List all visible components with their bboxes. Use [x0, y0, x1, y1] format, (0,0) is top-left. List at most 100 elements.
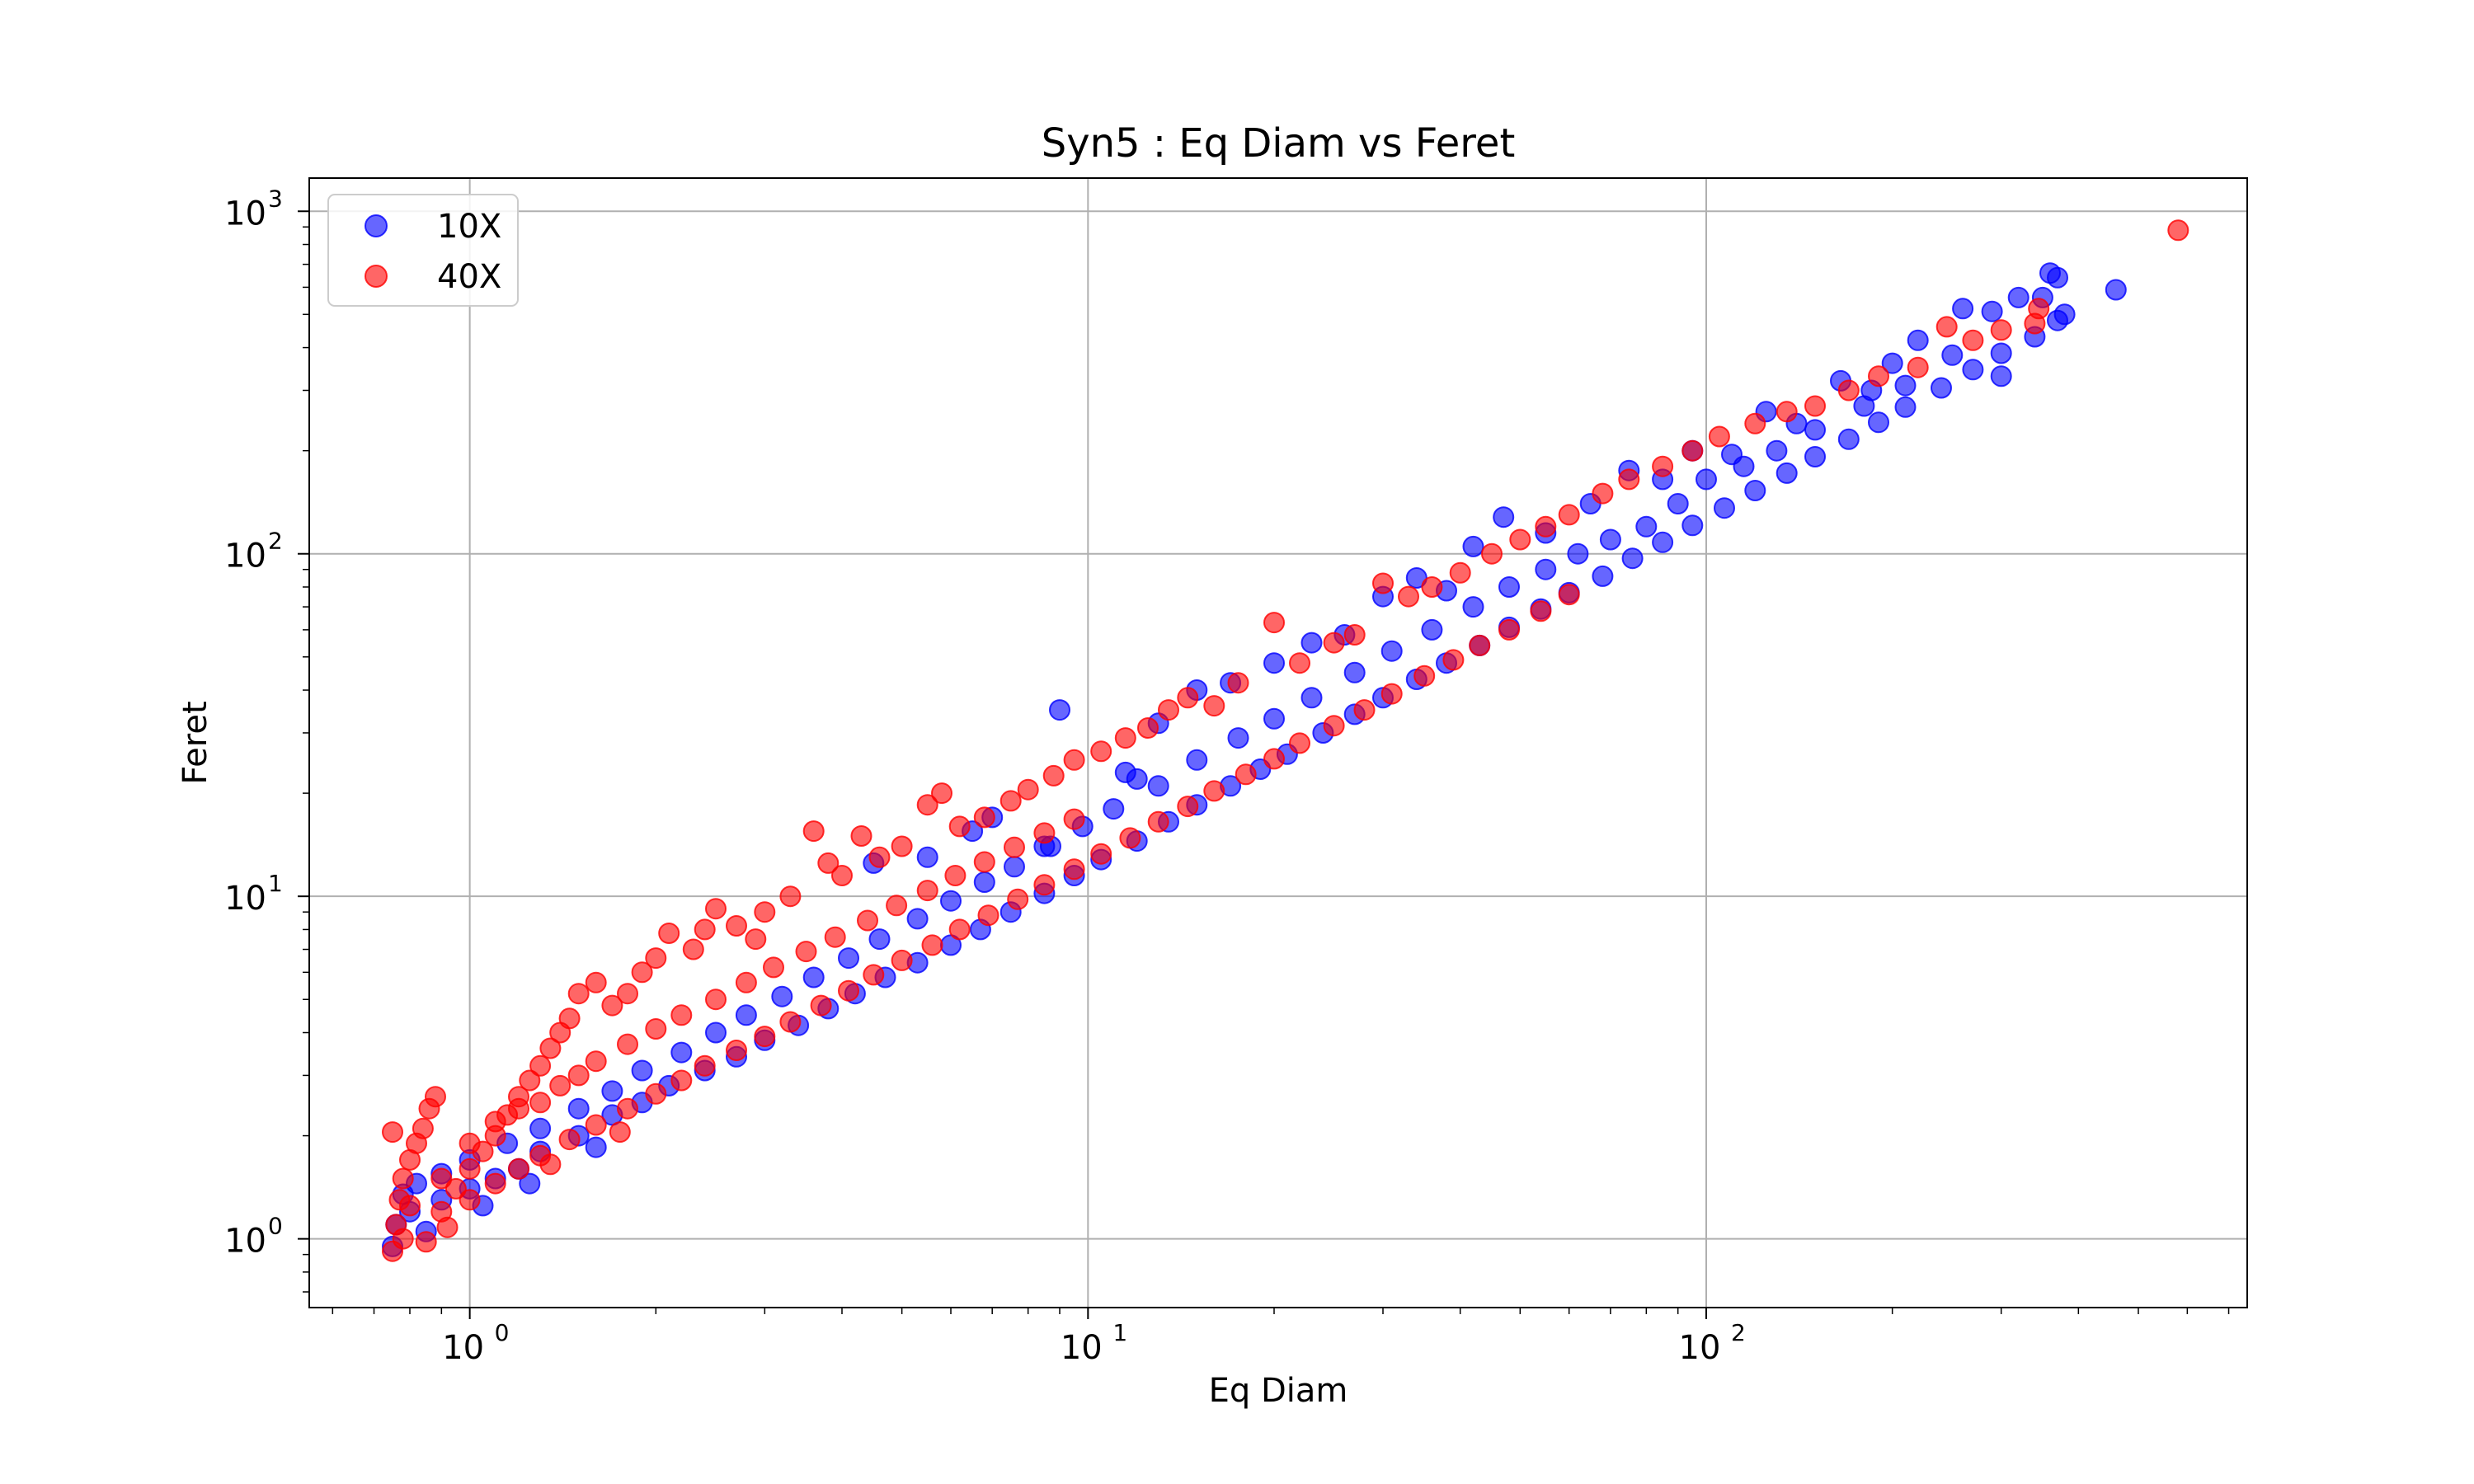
- x-tick-label-exp: 1: [1112, 1319, 1127, 1346]
- y-tick-label-exp: 1: [268, 870, 283, 897]
- x-tick-label: 10 0: [442, 1319, 509, 1367]
- data-point: [1186, 749, 1208, 771]
- data-point: [891, 835, 913, 857]
- legend: 10X 40X: [327, 194, 519, 307]
- scatter-points: [382, 219, 2189, 1262]
- data-point: [1017, 778, 1039, 801]
- data-point: [1323, 715, 1345, 737]
- data-point: [754, 1026, 776, 1048]
- data-point: [382, 1121, 403, 1144]
- data-point: [831, 865, 853, 886]
- data-point: [1558, 504, 1580, 526]
- data-point: [392, 1228, 414, 1250]
- data-point: [863, 964, 885, 986]
- data-point: [1868, 365, 1889, 387]
- data-point: [726, 1040, 747, 1061]
- y-tick-label-exp: 2: [268, 528, 283, 555]
- data-point: [1621, 547, 1644, 570]
- data-point: [585, 1050, 607, 1073]
- data-point: [645, 947, 667, 970]
- data-point: [645, 1082, 667, 1105]
- data-point: [916, 794, 938, 816]
- data-point: [940, 890, 962, 912]
- data-point: [585, 1136, 607, 1158]
- data-point: [1007, 888, 1029, 910]
- data-point: [508, 1158, 529, 1180]
- data-point: [1300, 632, 1323, 654]
- data-point: [1289, 652, 1310, 674]
- data-point: [1177, 796, 1199, 818]
- data-point: [1599, 528, 1621, 551]
- data-point: [1114, 727, 1136, 749]
- data-point: [779, 1011, 802, 1033]
- data-point: [2007, 286, 2030, 308]
- data-point: [670, 1069, 693, 1092]
- y-tick-label: 10 3: [224, 185, 283, 232]
- data-point: [1126, 768, 1148, 790]
- data-point: [682, 938, 704, 960]
- data-point: [670, 1041, 693, 1064]
- legend-marker-10x: [365, 214, 388, 237]
- y-tick-label: 10 2: [224, 528, 283, 575]
- data-point: [1837, 379, 1860, 402]
- data-point: [670, 1004, 693, 1026]
- data-point: [1931, 377, 1952, 399]
- data-point: [1353, 699, 1376, 721]
- data-point: [539, 1037, 562, 1059]
- data-point: [1766, 439, 1788, 462]
- data-point: [763, 956, 784, 979]
- data-point: [973, 851, 995, 873]
- data-point: [1990, 319, 2012, 341]
- data-point: [484, 1111, 506, 1133]
- data-point: [1421, 618, 1443, 641]
- data-point: [459, 1158, 481, 1180]
- data-point: [1004, 856, 1025, 878]
- data-point: [567, 983, 590, 1005]
- data-point: [1962, 359, 1984, 381]
- data-point: [1481, 542, 1503, 565]
- data-point: [1449, 561, 1471, 584]
- data-point: [2053, 303, 2076, 326]
- x-tick-label-exp: 0: [495, 1319, 510, 1346]
- data-point: [1469, 634, 1491, 656]
- data-point: [1343, 624, 1366, 646]
- data-point: [1203, 780, 1225, 802]
- data-point: [735, 971, 757, 993]
- data-point: [1119, 827, 1141, 849]
- data-point: [1498, 618, 1520, 641]
- data-point: [631, 1059, 653, 1082]
- data-point: [1652, 531, 1674, 553]
- data-point: [1804, 446, 1826, 467]
- data-point: [1203, 695, 1225, 717]
- data-point: [392, 1167, 414, 1190]
- series-1: [382, 219, 2189, 1262]
- data-point: [868, 846, 891, 868]
- data-point: [539, 1153, 562, 1176]
- data-point: [617, 1097, 638, 1120]
- data-point: [519, 1069, 541, 1092]
- x-axis-label: Eq Diam: [1209, 1372, 1348, 1410]
- data-point: [931, 782, 952, 805]
- data-point: [1063, 858, 1085, 881]
- data-point: [1535, 515, 1557, 538]
- data-point: [802, 820, 825, 843]
- data-point: [508, 1097, 529, 1120]
- data-point: [1990, 365, 2012, 387]
- data-point: [1042, 764, 1065, 787]
- data-point: [1804, 395, 1826, 417]
- data-point: [645, 1018, 667, 1040]
- data-point: [609, 1121, 631, 1144]
- data-point: [1323, 632, 1345, 654]
- data-point: [1667, 493, 1689, 514]
- data-point: [795, 941, 817, 963]
- data-point: [838, 979, 859, 1002]
- data-point: [916, 880, 938, 902]
- y-tick-label-base: 10: [224, 538, 266, 575]
- x-tick-label-base: 10: [1061, 1329, 1103, 1367]
- data-point: [1618, 468, 1640, 491]
- data-point: [415, 1231, 437, 1253]
- data-point: [519, 1172, 541, 1195]
- legend-label-10x: 10X: [437, 208, 501, 246]
